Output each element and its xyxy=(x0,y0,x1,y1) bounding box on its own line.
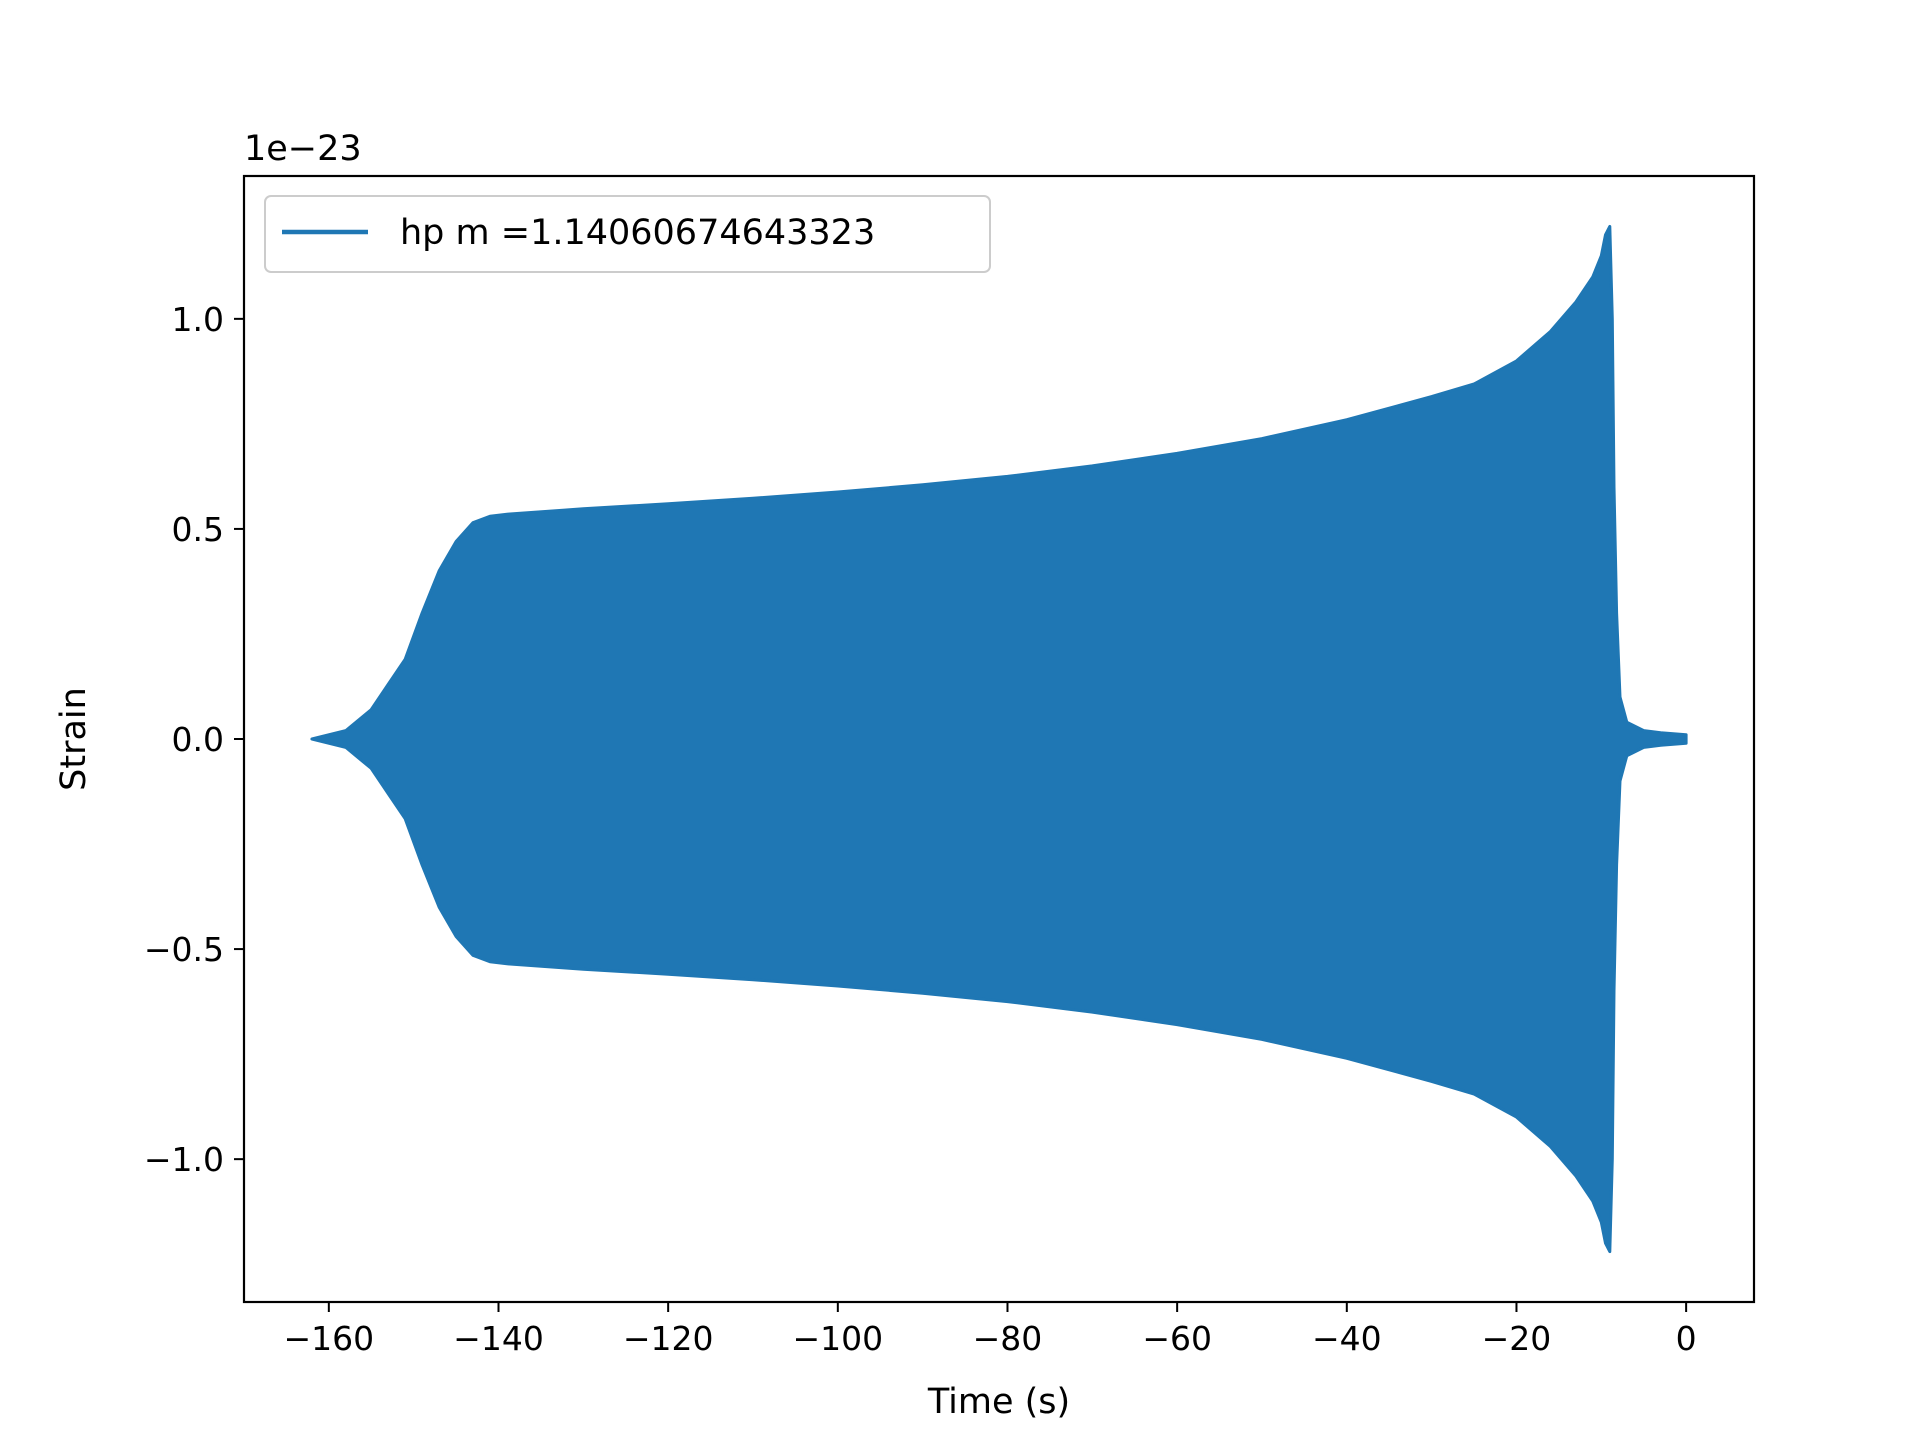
x-tick-label: −120 xyxy=(623,1319,714,1358)
y-tick-label: 0.0 xyxy=(172,720,224,759)
x-tick-label: 0 xyxy=(1676,1319,1697,1358)
legend-box xyxy=(264,195,991,273)
legend-label: hp m =1.14060674643323 xyxy=(400,213,875,253)
x-tick-label: −140 xyxy=(453,1319,544,1358)
y-offset-label: 1e−23 xyxy=(244,129,362,169)
y-axis: −1.0 −0.5 0.0 0.5 1.0 xyxy=(144,300,244,1179)
x-tick-label: −80 xyxy=(973,1319,1043,1358)
x-tick-label: −20 xyxy=(1482,1319,1552,1358)
y-tick-label: 0.5 xyxy=(172,510,224,549)
y-tick-label: 1.0 xyxy=(172,300,224,339)
x-tick-label: −160 xyxy=(284,1319,375,1358)
x-tick-label: −60 xyxy=(1142,1319,1212,1358)
series-0-waveform xyxy=(310,224,1688,1254)
x-axis-label: Time (s) xyxy=(927,1382,1070,1422)
x-tick-label: −40 xyxy=(1312,1319,1382,1358)
legend: hp m =1.14060674643323 xyxy=(264,195,991,273)
series-layer xyxy=(310,224,1688,1254)
y-tick-label: −0.5 xyxy=(144,930,224,969)
y-tick-label: −1.0 xyxy=(144,1140,224,1179)
y-axis-label: Strain xyxy=(54,687,94,791)
x-tick-label: −100 xyxy=(792,1319,883,1358)
x-axis: −160 −140 −120 −100 −80 −60 −40 −20 0 xyxy=(284,1302,1697,1358)
